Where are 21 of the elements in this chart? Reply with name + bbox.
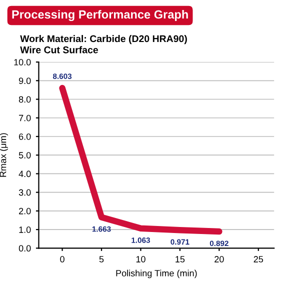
- y-tick-label: 9.0: [18, 78, 31, 84]
- x-tick-label: 15: [176, 256, 185, 262]
- x-tick-label: 10: [136, 256, 146, 262]
- chart-subtitle: Work Material: Carbide (D20 HRA90) Wire Cut Surface: [20, 35, 187, 54]
- x-tick-label: 0: [60, 256, 64, 262]
- y-tick-label: 8.0: [18, 96, 31, 103]
- chart-title: Processing Performance Graph: [12, 10, 188, 22]
- y-tick-label: 4.0: [18, 170, 31, 178]
- x-tick-label: 5: [99, 256, 104, 262]
- y-tick-label: 3.0: [18, 189, 31, 196]
- x-tick-label: 25: [254, 256, 264, 262]
- y-axis-title: Rmax (μm): [0, 133, 8, 177]
- x-axis-title: Polishing Time (min): [116, 270, 197, 278]
- y-tick-label: 5.0: [18, 152, 31, 158]
- y-tick-label: 10.0: [14, 59, 31, 66]
- y-tick-label: 1.0: [19, 226, 31, 233]
- y-tick-label: 7.0: [19, 114, 31, 122]
- x-tick-label: 20: [214, 256, 224, 262]
- y-tick-label: 0.0: [18, 245, 31, 252]
- y-tick-label: 2.0: [19, 208, 31, 214]
- y-tick-label: 6.0: [19, 133, 31, 140]
